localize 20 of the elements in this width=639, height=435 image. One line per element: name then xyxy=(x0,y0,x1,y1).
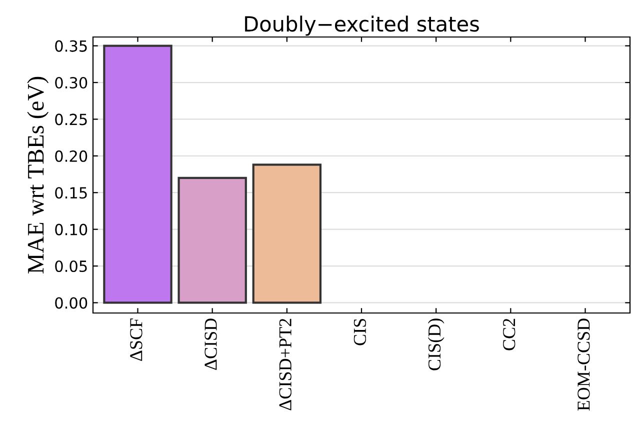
chart-title: Doubly−excited states xyxy=(245,16,479,36)
x-tick-label: CIS xyxy=(354,318,366,346)
y-axis-title: MAE wrt TBEs (eV) xyxy=(27,76,49,274)
x-tick-label: ΔSCF xyxy=(130,318,142,361)
bar xyxy=(178,176,247,304)
x-tick-label: CIS(D) xyxy=(428,318,444,370)
x-tick-label: CC2 xyxy=(503,318,516,350)
y-tick-label: 0.15 xyxy=(55,187,87,199)
y-tick-label: 0.05 xyxy=(55,260,87,272)
y-tick-label: 0.00 xyxy=(55,297,88,309)
y-tick-label: 0.35 xyxy=(55,40,87,52)
y-tick-label: 0.20 xyxy=(55,150,88,162)
y-tick-label: 0.25 xyxy=(55,114,87,126)
x-tick-label: EOM-CCSD xyxy=(578,318,590,411)
bar xyxy=(103,44,172,304)
bar xyxy=(252,164,322,304)
y-tick-label: 0.10 xyxy=(55,224,88,236)
y-tick-label: 0.30 xyxy=(55,76,88,89)
x-tick-label: ΔCISD xyxy=(204,318,217,370)
x-tick-label: ΔCISD+PT2 xyxy=(279,318,292,410)
